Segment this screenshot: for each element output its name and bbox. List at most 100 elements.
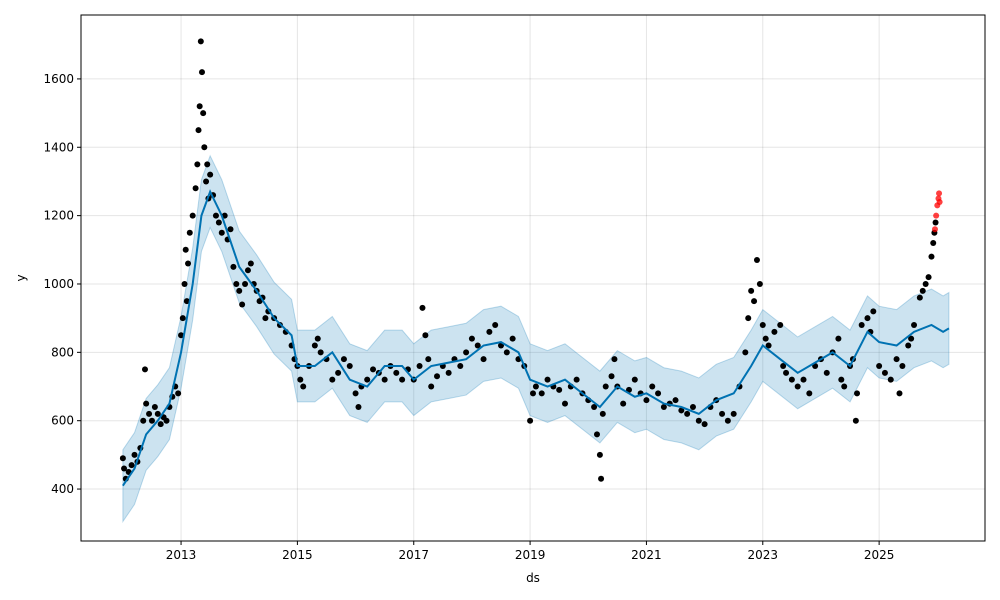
y-tick-label: 600 [51,414,74,428]
observed-point [660,404,667,411]
observed-point [701,421,708,428]
observed-point [684,410,691,417]
observed-point [678,407,685,414]
observed-point [457,363,464,370]
observed-point [573,376,580,383]
observed-point [794,383,801,390]
x-tick-label: 2015 [282,548,313,562]
observed-point [212,212,219,219]
observed-point [756,280,763,287]
observed-point [300,383,307,390]
observed-point [419,304,426,311]
observed-point [887,376,894,383]
observed-point [751,298,758,305]
observed-point [620,400,627,407]
observed-point [930,239,937,246]
observed-point [185,260,192,267]
observed-point [695,417,702,424]
observed-point [881,369,888,376]
observed-point [370,366,377,373]
observed-point [463,349,470,356]
observed-point [175,390,182,397]
y-tick-label: 1600 [43,72,74,86]
x-tick-label: 2021 [631,548,662,562]
observed-point [428,383,435,390]
observed-point [140,417,147,424]
observed-point [131,451,138,458]
observed-point [399,376,406,383]
observed-point [182,246,189,253]
observed-point [204,161,211,168]
observed-point [591,404,598,411]
observed-point [561,400,568,407]
observed-point [128,462,135,469]
observed-point [864,315,871,322]
observed-point [730,410,737,417]
observed-point [181,280,188,287]
observed-point [596,451,603,458]
x-tick-label: 2019 [515,548,546,562]
observed-point [780,363,787,370]
observed-point [765,342,772,349]
observed-point [492,321,499,328]
observed-point [329,376,336,383]
observed-point [783,369,790,376]
observed-point [643,397,650,404]
observed-point [870,308,877,315]
observed-point [203,178,210,185]
observed-point [777,321,784,328]
observed-point [393,369,400,376]
observed-point [899,363,906,370]
observed-point [335,369,342,376]
observed-point [297,376,304,383]
grid [81,15,985,541]
observed-point [242,280,249,287]
highlighted-point [933,212,940,219]
observed-point [854,390,861,397]
plot-frame [80,14,986,542]
observed-point [340,356,347,363]
observed-point [215,219,222,226]
highlighted-point [931,226,938,233]
y-tick-label: 1400 [43,140,74,154]
observed-point [532,383,539,390]
x-tick-label: 2025 [864,548,895,562]
observed-point [314,335,321,342]
observed-point [724,417,731,424]
observed-point [186,229,193,236]
observed-point [593,431,600,438]
observed-point [154,410,161,417]
y-tick-label: 1000 [43,277,74,291]
uncertainty-band [122,154,950,524]
observed-point [841,383,848,390]
observed-point [896,390,903,397]
observed-point [742,349,749,356]
observed-point [207,171,214,178]
observed-point [468,335,475,342]
observed-point [608,373,615,380]
observed-point [425,356,432,363]
observed-point [197,38,204,45]
highlighted-point [936,198,943,205]
observed-point [157,421,164,428]
observed-point [858,321,865,328]
observed-point [916,294,923,301]
y-axis-ticks: 400 600 800 1000 1200 1400 1600 [43,72,81,496]
observed-point [311,342,318,349]
observed-point [509,335,516,342]
observed-point [230,263,237,270]
x-tick-label: 2017 [398,548,429,562]
observed-point [672,397,679,404]
observed-point [262,315,269,322]
observed-point [911,321,918,328]
observed-point [544,376,551,383]
observed-point [179,315,186,322]
observed-point [198,69,205,76]
observed-point [530,390,536,397]
observed-point [527,417,534,424]
observed-point [806,390,813,397]
observed-point [151,404,158,411]
observed-point [119,455,126,462]
